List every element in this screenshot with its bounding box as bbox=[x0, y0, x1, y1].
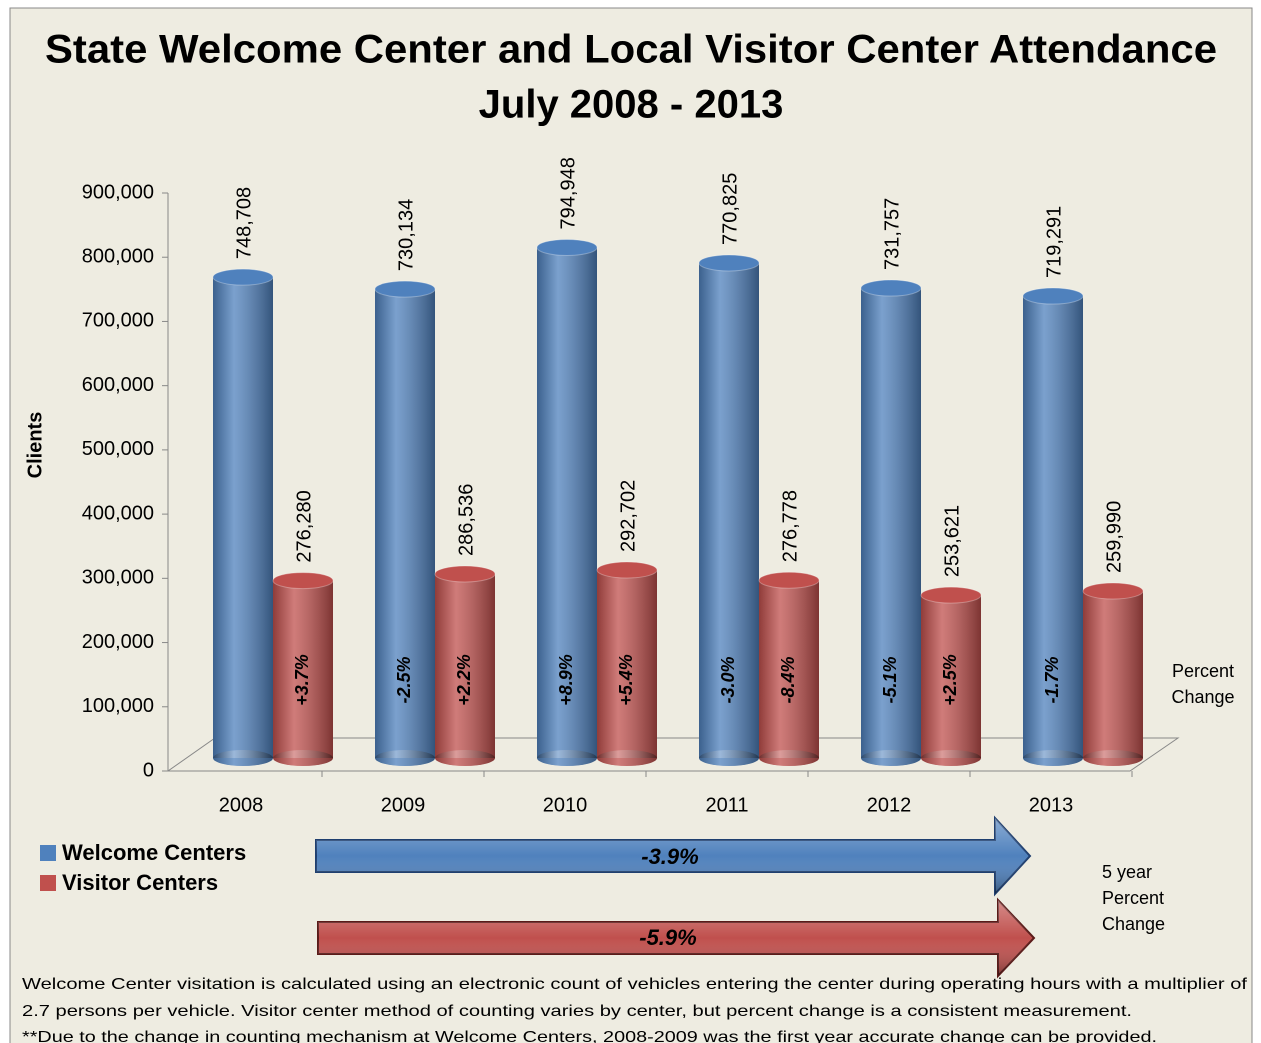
bar-top bbox=[1082, 582, 1144, 600]
value-label: 731,757 bbox=[881, 198, 903, 270]
floor bbox=[166, 737, 1180, 772]
x-tick-label: 2009 bbox=[381, 794, 426, 816]
value-label: 286,536 bbox=[455, 484, 477, 556]
bar-base-shade bbox=[861, 750, 921, 766]
bar-top bbox=[434, 565, 496, 583]
bar-shade bbox=[861, 288, 921, 758]
bar-base-shade bbox=[213, 750, 273, 766]
bar-shade bbox=[375, 289, 435, 758]
percent-change: -3.0% bbox=[718, 656, 738, 703]
five-year-label: Change bbox=[1102, 914, 1165, 934]
bar-top bbox=[536, 238, 598, 256]
bar-shade bbox=[435, 573, 495, 758]
chart-title: State Welcome Center and Local Visitor C… bbox=[45, 28, 1217, 72]
value-label: 719,291 bbox=[1043, 206, 1065, 278]
bar-shade bbox=[597, 570, 657, 758]
bar-base-shade bbox=[597, 750, 657, 766]
value-label: 292,702 bbox=[617, 480, 639, 552]
legend-label: Welcome Centers bbox=[62, 840, 246, 865]
percent-change: +5.4% bbox=[616, 654, 636, 706]
five-year-label: Percent bbox=[1102, 888, 1164, 908]
percent-change: -8.4% bbox=[778, 656, 798, 703]
y-tick-label: 0 bbox=[143, 759, 154, 781]
legend-swatch bbox=[40, 845, 56, 861]
y-tick-label: 400,000 bbox=[82, 502, 154, 524]
bar-base-shade bbox=[1083, 750, 1143, 766]
bar-shade bbox=[1083, 591, 1143, 758]
legend-label: Visitor Centers bbox=[62, 870, 218, 895]
bar-top bbox=[1022, 287, 1084, 305]
value-label: 259,990 bbox=[1103, 501, 1125, 573]
y-tick-label: 600,000 bbox=[82, 374, 154, 396]
five-year-label: 5 year bbox=[1102, 862, 1152, 882]
y-tick-label: 100,000 bbox=[82, 695, 154, 717]
bar-base-shade bbox=[921, 750, 981, 766]
legend-swatch bbox=[40, 875, 56, 891]
note: Welcome Center visitation is calculated … bbox=[22, 976, 1248, 993]
bar-top bbox=[374, 280, 436, 298]
y-tick-label: 700,000 bbox=[82, 310, 154, 332]
bar-top bbox=[920, 586, 982, 604]
y-tick-label: 500,000 bbox=[82, 438, 154, 460]
y-tick-label: 800,000 bbox=[82, 246, 154, 268]
note: **Due to the change in counting mechanis… bbox=[22, 1029, 1157, 1043]
bar-base-shade bbox=[537, 750, 597, 766]
value-label: 794,948 bbox=[557, 157, 579, 229]
bar-base-shade bbox=[435, 750, 495, 766]
bar-base-shade bbox=[699, 750, 759, 766]
bar-shade bbox=[699, 262, 759, 758]
note: 2.7 persons per vehicle. Visitor center … bbox=[22, 1003, 1132, 1020]
percent-change: +2.2% bbox=[454, 654, 474, 706]
bar-shade bbox=[759, 580, 819, 758]
bar-top bbox=[272, 572, 334, 590]
five-year-change: -5.9% bbox=[639, 925, 696, 950]
value-label: 276,778 bbox=[779, 490, 801, 562]
percent-change: +8.9% bbox=[556, 654, 576, 706]
bar-base-shade bbox=[273, 750, 333, 766]
bar-base-shade bbox=[375, 750, 435, 766]
percent-change: -5.1% bbox=[880, 656, 900, 703]
value-label: 770,825 bbox=[719, 173, 741, 245]
x-tick-label: 2010 bbox=[543, 794, 588, 816]
bar-top bbox=[596, 561, 658, 579]
x-tick-label: 2013 bbox=[1029, 794, 1074, 816]
percent-change: +3.7% bbox=[292, 654, 312, 706]
y-axis-label: Clients bbox=[24, 412, 46, 479]
bar-shade bbox=[1023, 296, 1083, 758]
five-year-change: -3.9% bbox=[641, 844, 698, 869]
x-tick-label: 2008 bbox=[219, 794, 264, 816]
chart-subtitle: July 2008 - 2013 bbox=[479, 83, 784, 127]
y-tick-label: 300,000 bbox=[82, 567, 154, 589]
value-label: 730,134 bbox=[395, 199, 417, 271]
value-label: 748,708 bbox=[233, 187, 255, 259]
x-tick-label: 2011 bbox=[705, 794, 748, 816]
bar-shade bbox=[213, 277, 273, 758]
x-tick-label: 2012 bbox=[867, 794, 912, 816]
bar-top bbox=[698, 254, 760, 272]
percent-change-label: Percent bbox=[1172, 661, 1234, 681]
bar-base-shade bbox=[1023, 750, 1083, 766]
y-tick-label: 200,000 bbox=[82, 631, 154, 653]
bar-shade bbox=[921, 595, 981, 758]
value-label: 253,621 bbox=[941, 505, 963, 577]
bar-shade bbox=[273, 580, 333, 758]
bar-shade bbox=[537, 247, 597, 758]
bar-base-shade bbox=[759, 750, 819, 766]
arrow-shade bbox=[318, 900, 1034, 976]
y-tick-label: 900,000 bbox=[82, 181, 154, 203]
arrow-shade bbox=[316, 818, 1030, 894]
bar-top bbox=[758, 571, 820, 589]
percent-change: -2.5% bbox=[394, 656, 414, 703]
percent-change-label: Change bbox=[1171, 687, 1234, 707]
bar-top bbox=[860, 279, 922, 297]
percent-change: -1.7% bbox=[1042, 656, 1062, 703]
bar-top bbox=[212, 268, 274, 286]
value-label: 276,280 bbox=[293, 490, 315, 562]
percent-change: +2.5% bbox=[940, 654, 960, 706]
